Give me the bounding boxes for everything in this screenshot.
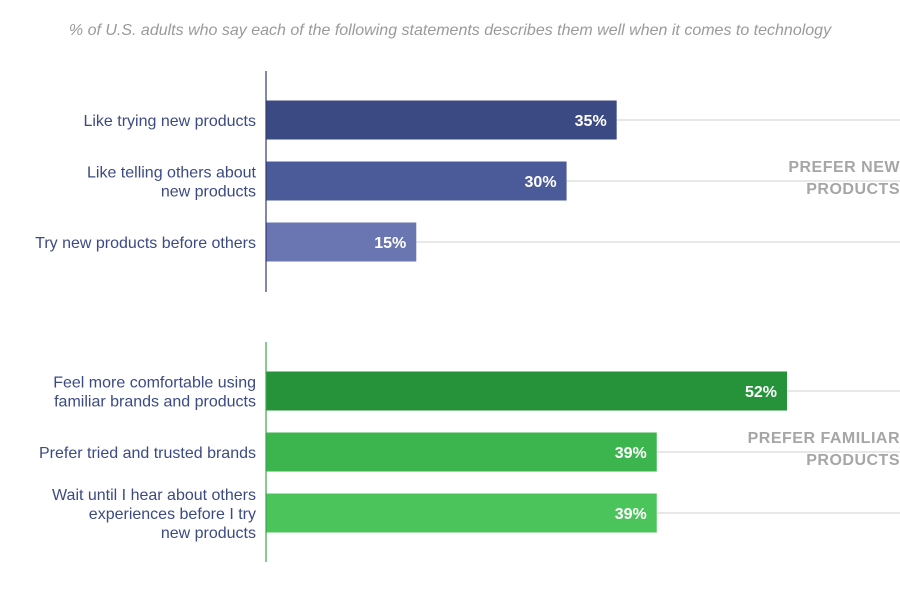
value-label: 30% [525,174,557,191]
bar [266,371,787,411]
value-label: 15% [374,235,406,252]
value-label: 39% [615,506,647,523]
bar [266,222,417,262]
value-label: 35% [575,113,607,130]
value-label: 52% [745,384,777,401]
category-label: Wait until I hear about others experience… [52,487,256,542]
group-label: PREFER FAMILIAR PRODUCTS [748,430,900,469]
group-label: PREFER NEW PRODUCTS [788,159,900,198]
category-label: Prefer tried and trusted brands [39,445,256,462]
category-label: Try new products before others [35,235,256,252]
category-label: Like telling others about new products [87,165,257,201]
chart-subtitle: % of U.S. adults who say each of the fol… [68,22,832,39]
bar [266,161,567,201]
category-label: Feel more comfortable using familiar bran… [53,375,256,411]
bar [266,100,617,140]
bar [266,432,657,472]
bar [266,493,657,533]
value-label: 39% [615,445,647,462]
category-label: Like trying new products [83,113,256,130]
